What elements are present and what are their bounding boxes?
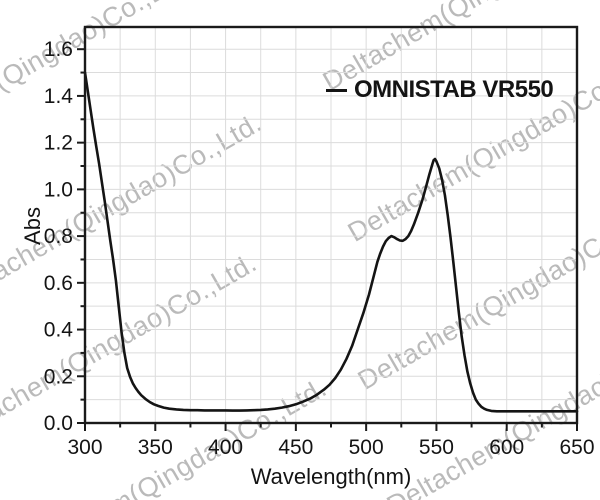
- y-tick-label: 0.0: [44, 412, 73, 435]
- y-tick-label: 0.6: [44, 272, 73, 295]
- x-tick-label: 400: [208, 436, 243, 459]
- x-tick-label: 300: [67, 436, 102, 459]
- legend: OMNISTAB VR550: [326, 76, 554, 104]
- y-tick-label: 0.4: [44, 319, 74, 342]
- x-tick-label: 650: [559, 436, 594, 459]
- x-tick-label: 350: [138, 436, 173, 459]
- legend-series-label: OMNISTAB VR550: [354, 76, 554, 103]
- y-tick-label: 1.0: [44, 178, 73, 201]
- y-tick-label: 1.4: [44, 85, 74, 108]
- legend-line-sample: [326, 88, 347, 92]
- y-tick-label: 0.2: [44, 365, 73, 388]
- y-axis-title: Abs: [20, 207, 45, 245]
- x-tick-label: 600: [489, 436, 524, 459]
- x-tick-label: 450: [278, 436, 313, 459]
- y-tick-label: 0.8: [44, 225, 73, 248]
- x-axis-title: Wavelength(nm): [250, 464, 412, 489]
- spectrum-curve: [83, 71, 579, 413]
- x-tick-label: 500: [349, 436, 384, 459]
- y-tick-label: 1.6: [44, 38, 73, 61]
- x-tick-label: 550: [419, 436, 454, 459]
- y-tick-label: 1.2: [44, 132, 73, 155]
